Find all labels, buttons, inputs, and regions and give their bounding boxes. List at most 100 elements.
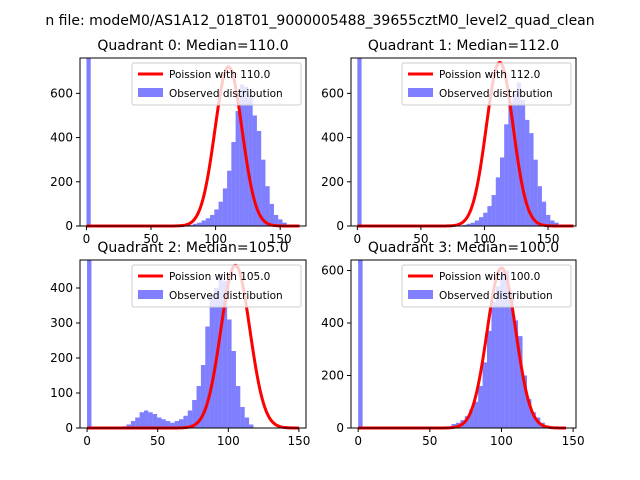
histogram-bar (265, 186, 270, 226)
histogram-bar (200, 365, 206, 428)
histogram-bar (531, 412, 536, 428)
histogram-bar (357, 58, 362, 226)
histogram-bar (474, 220, 480, 226)
histogram-bar (495, 177, 500, 226)
histogram-bar (522, 375, 527, 428)
histogram-bar (244, 417, 250, 428)
x-tick-label: 150 (537, 232, 560, 246)
histogram-bar (187, 410, 193, 428)
histogram-bar (231, 142, 236, 226)
histogram-bar (526, 399, 532, 428)
histogram-bar (261, 159, 266, 226)
histogram-bar (227, 170, 232, 226)
histogram-bar (126, 424, 131, 428)
histogram-bar (495, 286, 501, 428)
y-tick-label: 400 (50, 131, 73, 145)
histogram-bar (227, 319, 232, 428)
x-tick-label: 100 (490, 434, 513, 448)
subplot-title: Quadrant 2: Median=105.0 (97, 240, 288, 256)
legend-label: Poission with 100.0 (439, 271, 540, 283)
histogram-bar (161, 419, 166, 428)
legend-patch-swatch (408, 88, 433, 97)
legend: Poission with 112.0 Observed distribution (401, 62, 572, 106)
x-tick-label: 0 (354, 232, 362, 246)
x-tick-label: 50 (413, 232, 428, 246)
histogram-bar (201, 220, 206, 226)
legend: Poission with 100.0 Observed distribution (401, 264, 572, 308)
histogram-bar (248, 95, 253, 226)
x-tick-label: 50 (143, 232, 158, 246)
y-tick-label: 300 (50, 316, 73, 330)
y-tick-label: 400 (50, 281, 73, 295)
legend-label: Observed distribution (169, 290, 283, 302)
subplot-1: 0 50 100 150 0 200 400 600 Quadrant 1: Median=11… (321, 38, 577, 246)
histogram-bar (470, 222, 475, 226)
histogram-bar (152, 414, 158, 428)
histogram-bar (529, 133, 534, 226)
x-tick-label: 100 (204, 232, 227, 246)
histogram-bar (222, 188, 228, 226)
legend-box (401, 264, 572, 308)
histogram-bar (239, 84, 245, 227)
legend-box (401, 62, 572, 106)
y-tick-label: 200 (50, 351, 73, 365)
y-tick-label: 600 (321, 264, 344, 278)
histogram-bar (165, 421, 171, 428)
x-tick-label: 0 (83, 232, 91, 246)
histogram-bar (487, 330, 492, 428)
figure-title: n file: modeM0/AS1A12_018T01_9000005488_… (45, 13, 594, 29)
legend: Poission with 105.0 Observed distribution (131, 264, 302, 308)
x-tick-label: 150 (269, 232, 292, 246)
histogram-bar (157, 417, 162, 428)
x-tick-label: 0 (83, 434, 91, 448)
histogram-bar (192, 400, 197, 428)
histogram-bar (235, 111, 240, 226)
histogram-bar (209, 295, 215, 428)
x-tick-label: 150 (287, 434, 310, 448)
histogram-bar (214, 209, 219, 226)
histogram-bar (273, 214, 279, 226)
histogram-bar (143, 410, 149, 428)
legend-patch-swatch (408, 290, 433, 299)
histogram-bar (183, 415, 188, 428)
histogram-bar (148, 412, 153, 428)
x-tick-label: 50 (422, 434, 437, 448)
histogram-bar (252, 115, 257, 226)
histogram-bar (499, 157, 505, 226)
histogram-bar (139, 412, 144, 428)
histogram-bar (469, 409, 474, 428)
histogram-bar (504, 270, 510, 428)
histogram-bar (550, 220, 555, 226)
subplot-3: 0 50 100 150 0 200 400 600 Quadrant 3: Median=10… (321, 240, 584, 448)
subplot-0: 0 50 100 150 0 200 400 600 Quadrant 0: Median=11… (50, 38, 307, 246)
y-tick-label: 0 (336, 219, 344, 233)
histogram-bar (487, 206, 492, 226)
axes-frame (350, 57, 577, 227)
axes-frame (79, 57, 307, 227)
histogram-bar (546, 214, 551, 226)
legend-patch-swatch (138, 290, 163, 299)
histogram-bar (479, 217, 484, 226)
histogram-bar (87, 260, 92, 428)
y-tick-label: 400 (321, 316, 344, 330)
histogram-bar (518, 336, 523, 428)
x-tick-label: 100 (217, 434, 240, 448)
histogram-bar (196, 386, 201, 428)
y-tick-label: 0 (65, 421, 73, 435)
histogram-bar (504, 124, 509, 226)
legend-label: Poission with 112.0 (439, 69, 540, 81)
y-tick-label: 200 (50, 175, 73, 189)
axes-frame (79, 259, 307, 429)
y-tick-label: 100 (50, 386, 73, 400)
x-tick-label: 50 (150, 434, 165, 448)
histogram-bar (483, 212, 488, 226)
y-tick-label: 0 (336, 421, 344, 435)
histogram-bar (235, 386, 241, 428)
legend-box (131, 264, 302, 308)
histogram-bar (240, 407, 245, 428)
legend-label: Poission with 105.0 (169, 271, 270, 283)
histogram-bar (188, 224, 193, 226)
legend-label: Poission with 110.0 (169, 69, 270, 81)
legend-patch-swatch (138, 88, 163, 97)
